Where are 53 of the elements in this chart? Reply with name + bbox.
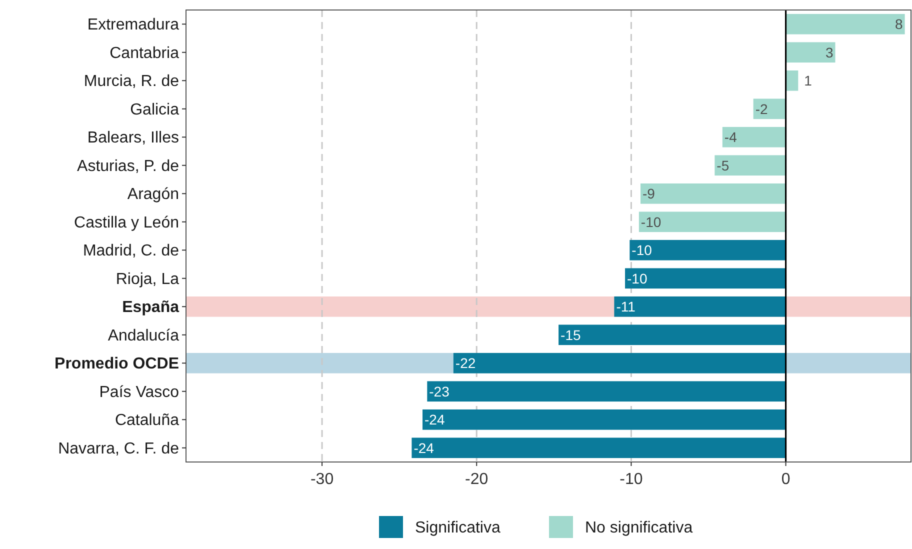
data-label: -10 <box>627 270 648 286</box>
y-tick-label: Galicia <box>130 101 180 118</box>
y-tick-label: Cataluña <box>114 412 180 430</box>
bar <box>558 324 786 346</box>
y-tick-label: Rioja, La <box>116 270 180 288</box>
bar <box>630 240 786 260</box>
data-label: -24 <box>414 440 434 456</box>
data-label: -9 <box>642 186 656 202</box>
y-tick-label: Madrid, C. de <box>82 242 180 260</box>
bar <box>638 212 786 232</box>
y-tick-label: Andalucía <box>108 327 180 344</box>
bar <box>786 42 836 63</box>
x-tick-label: -10 <box>620 471 643 488</box>
data-label: -2 <box>755 100 768 117</box>
data-label: -11 <box>616 298 636 315</box>
data-label: -24 <box>424 412 445 428</box>
bar <box>422 409 786 430</box>
legend-label: No significativa <box>585 520 693 537</box>
data-label: 1 <box>804 72 812 89</box>
data-label: -23 <box>429 383 450 400</box>
data-label: -22 <box>455 355 476 372</box>
y-tick-label: Castilla y León <box>74 214 179 232</box>
data-label: -10 <box>632 242 652 258</box>
y-tick-label: Balears, Illes <box>87 130 179 147</box>
bar <box>640 183 786 204</box>
bar <box>614 296 786 317</box>
y-tick-label: Navarra, C. F. de <box>58 440 180 458</box>
data-label: 3 <box>825 44 834 60</box>
bar <box>412 438 786 458</box>
data-label: -15 <box>560 326 581 343</box>
y-tick-label: Aragón <box>127 186 179 204</box>
bar <box>753 98 786 120</box>
y-tick-label: Promedio OCDE <box>54 356 180 373</box>
data-label: -5 <box>716 157 730 174</box>
data-label: -4 <box>724 129 738 146</box>
data-label: -10 <box>640 214 662 230</box>
legend-label: Significativa <box>415 520 500 537</box>
y-tick-label: País Vasco <box>99 384 180 401</box>
y-tick-label: Extremadura <box>87 16 180 34</box>
data-label: 8 <box>895 16 904 32</box>
bar <box>625 268 786 289</box>
y-tick-label: España <box>122 299 180 316</box>
bar <box>722 126 786 148</box>
bar <box>714 155 786 176</box>
y-tick-label: Asturias, P. de <box>77 158 180 175</box>
x-tick-label: 0 <box>781 471 790 488</box>
x-tick-label: -20 <box>465 471 488 488</box>
x-tick-label: -30 <box>310 471 334 488</box>
bar <box>786 70 798 91</box>
y-tick-label: Cantabria <box>110 44 180 62</box>
bar <box>786 14 905 34</box>
y-tick-label: Murcia, R. de <box>84 73 180 90</box>
bar <box>427 381 786 402</box>
